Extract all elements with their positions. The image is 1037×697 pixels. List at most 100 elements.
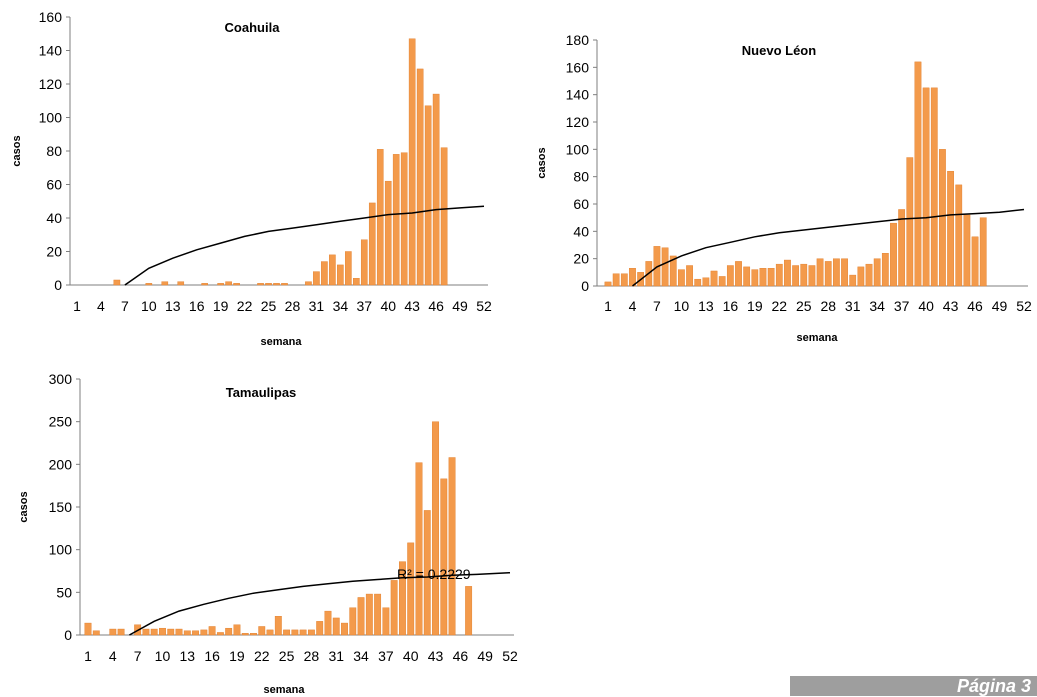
y-tick-label: 100 <box>39 110 63 126</box>
bar-week-33 <box>349 607 357 636</box>
x-tick-label: 31 <box>328 648 344 664</box>
x-tick-label: 52 <box>476 298 492 314</box>
x-tick-label: 1 <box>84 648 92 664</box>
bar-week-11 <box>167 628 175 636</box>
trendline <box>129 571 511 636</box>
y-tick-label: 0 <box>581 278 589 294</box>
bar-week-1 <box>604 281 612 287</box>
bar-week-32 <box>321 261 328 286</box>
bar-week-2 <box>612 273 620 287</box>
bar-week-20 <box>759 268 767 287</box>
bar-week-28 <box>307 629 315 636</box>
x-tick-label: 43 <box>428 648 444 664</box>
bar-week-22 <box>775 263 783 287</box>
bar-week-46 <box>432 93 440 286</box>
bar-week-35 <box>345 251 352 286</box>
bar-week-2 <box>92 630 100 636</box>
x-tick-label: 22 <box>254 648 270 664</box>
x-tick-label: 40 <box>403 648 419 664</box>
bar-week-30 <box>324 610 332 636</box>
x-tick-label: 1 <box>604 298 612 314</box>
bar-week-41 <box>392 154 400 286</box>
x-tick-label: 22 <box>237 298 253 314</box>
bar-week-37 <box>382 607 390 636</box>
x-tick-label: 19 <box>213 298 229 314</box>
bar-week-10 <box>145 283 153 286</box>
bar-week-21 <box>250 633 257 636</box>
y-tick-label: 20 <box>573 251 589 267</box>
y-tick-label: 50 <box>56 584 72 600</box>
bar-week-44 <box>440 478 448 636</box>
x-axis-label: semana <box>261 336 303 348</box>
x-tick-label: 40 <box>918 298 934 314</box>
x-tick-label: 7 <box>121 298 129 314</box>
bar-week-12 <box>175 628 183 636</box>
y-tick-label: 300 <box>49 371 73 387</box>
y-tick-label: 0 <box>54 277 62 293</box>
bar-week-9 <box>669 255 677 287</box>
bar-week-39 <box>914 61 922 287</box>
x-tick-label: 4 <box>109 648 117 664</box>
chart-title: Coahuila <box>225 20 281 35</box>
bar-week-18 <box>225 627 233 636</box>
bar-week-45 <box>424 105 432 286</box>
y-tick-label: 180 <box>566 32 590 48</box>
x-tick-label: 43 <box>404 298 420 314</box>
bar-week-36 <box>890 222 897 287</box>
y-tick-label: 60 <box>46 177 62 193</box>
bar-week-12 <box>694 278 702 287</box>
y-tick-label: 20 <box>46 244 62 260</box>
bar-week-30 <box>841 258 848 287</box>
bar-week-39 <box>399 561 406 636</box>
x-tick-label: 28 <box>820 298 836 314</box>
bar-week-27 <box>281 283 288 286</box>
bar-week-26 <box>808 265 816 287</box>
y-tick-label: 80 <box>46 143 62 159</box>
y-tick-label: 40 <box>573 223 589 239</box>
bar-week-41 <box>415 462 423 636</box>
bar-week-36 <box>353 278 360 286</box>
bar-week-13 <box>183 630 191 636</box>
bar-week-10 <box>159 627 166 636</box>
bar-week-20 <box>225 281 232 286</box>
bar-week-41 <box>930 87 938 287</box>
x-tick-label: 16 <box>189 298 205 314</box>
bar-week-25 <box>800 263 808 287</box>
bar-week-3 <box>620 273 628 287</box>
y-tick-label: 100 <box>49 542 73 558</box>
x-tick-label: 28 <box>304 648 320 664</box>
chart-title: Nuevo Léon <box>742 43 816 58</box>
bar-week-33 <box>865 263 873 287</box>
x-tick-label: 16 <box>204 648 220 664</box>
x-tick-label: 37 <box>894 298 910 314</box>
x-tick-label: 43 <box>943 298 959 314</box>
bar-week-12 <box>161 281 169 286</box>
bar-week-34 <box>357 597 365 636</box>
x-tick-label: 7 <box>134 648 142 664</box>
y-tick-label: 160 <box>566 59 590 75</box>
bar-week-27 <box>816 258 824 287</box>
x-axis-label: semana <box>797 332 839 344</box>
x-tick-label: 13 <box>180 648 196 664</box>
x-tick-label: 25 <box>261 298 277 314</box>
chart-2: 0 20 40 60 80 100 120 140 160 180 1 4 7 10 13 16 19 22 25 2… <box>536 32 1032 344</box>
y-tick-label: 150 <box>49 499 73 515</box>
bar-week-14 <box>710 270 718 287</box>
page-number-label: Página 3 <box>956 676 1031 696</box>
bar-week-20 <box>241 633 249 636</box>
x-tick-label: 1 <box>73 298 81 314</box>
y-tick-label: 250 <box>49 414 73 430</box>
y-tick-label: 120 <box>39 76 63 92</box>
bar-week-23 <box>784 259 791 287</box>
bar-week-37 <box>898 209 906 287</box>
bar-week-13 <box>702 277 710 287</box>
bar-week-31 <box>332 617 340 636</box>
x-tick-label: 49 <box>992 298 1008 314</box>
x-tick-label: 37 <box>357 298 373 314</box>
bar-week-47 <box>440 147 448 286</box>
x-tick-label: 19 <box>747 298 763 314</box>
x-tick-label: 10 <box>674 298 690 314</box>
trendline <box>124 205 485 286</box>
bar-week-8 <box>142 628 150 636</box>
